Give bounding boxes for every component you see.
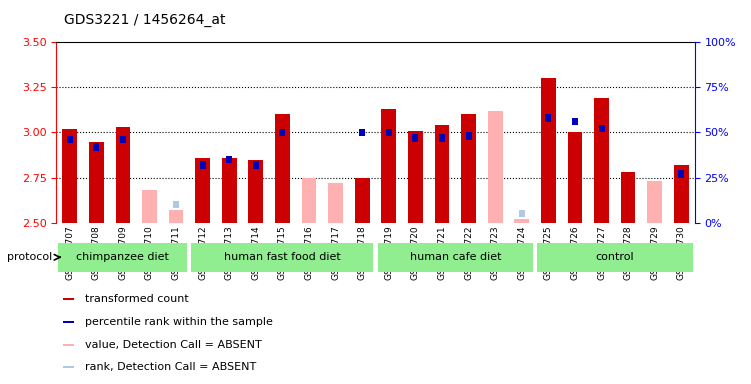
Bar xyxy=(514,219,529,223)
Bar xyxy=(439,134,445,142)
Bar xyxy=(355,177,369,223)
FancyBboxPatch shape xyxy=(537,243,692,272)
Bar xyxy=(62,298,74,300)
Text: transformed count: transformed count xyxy=(85,294,189,304)
Bar xyxy=(173,201,179,208)
Bar xyxy=(594,98,609,223)
Bar xyxy=(93,143,99,151)
Bar xyxy=(195,158,210,223)
Bar xyxy=(461,114,476,223)
Bar xyxy=(169,210,183,223)
Bar xyxy=(116,127,130,223)
Bar xyxy=(89,141,104,223)
Bar xyxy=(226,156,232,163)
Bar xyxy=(568,132,582,223)
FancyBboxPatch shape xyxy=(192,243,373,272)
Bar xyxy=(412,134,418,142)
Bar xyxy=(382,109,396,223)
Bar xyxy=(545,114,551,122)
Bar xyxy=(62,129,77,223)
Bar xyxy=(62,321,74,323)
Bar xyxy=(466,132,472,140)
Bar xyxy=(408,131,423,223)
Text: human fast food diet: human fast food diet xyxy=(224,252,341,262)
Bar xyxy=(253,161,259,169)
Bar xyxy=(621,172,635,223)
Bar xyxy=(249,160,263,223)
Bar xyxy=(435,125,449,223)
Text: GDS3221 / 1456264_at: GDS3221 / 1456264_at xyxy=(64,13,225,27)
Bar xyxy=(200,161,206,169)
FancyBboxPatch shape xyxy=(59,243,187,272)
Text: control: control xyxy=(596,252,634,262)
Bar xyxy=(541,78,556,223)
Bar xyxy=(222,158,237,223)
Bar xyxy=(279,129,285,136)
Bar xyxy=(302,177,316,223)
Bar xyxy=(275,114,290,223)
Text: rank, Detection Call = ABSENT: rank, Detection Call = ABSENT xyxy=(85,362,256,372)
Bar xyxy=(120,136,125,143)
Bar xyxy=(67,136,73,143)
Bar xyxy=(678,170,684,177)
Bar xyxy=(519,210,525,217)
Bar xyxy=(142,190,157,223)
Text: chimpanzee diet: chimpanzee diet xyxy=(77,252,169,262)
Bar xyxy=(488,111,502,223)
Text: percentile rank within the sample: percentile rank within the sample xyxy=(85,317,273,327)
Bar xyxy=(386,129,392,136)
Bar xyxy=(674,165,689,223)
Bar xyxy=(359,129,365,136)
FancyBboxPatch shape xyxy=(378,243,533,272)
Bar xyxy=(599,125,605,132)
Text: human cafe diet: human cafe diet xyxy=(409,252,501,262)
Bar xyxy=(328,183,343,223)
Bar xyxy=(62,366,74,368)
Bar xyxy=(647,181,662,223)
Text: value, Detection Call = ABSENT: value, Detection Call = ABSENT xyxy=(85,339,262,349)
Text: protocol: protocol xyxy=(8,252,53,262)
Bar xyxy=(572,118,578,125)
Bar xyxy=(62,344,74,346)
